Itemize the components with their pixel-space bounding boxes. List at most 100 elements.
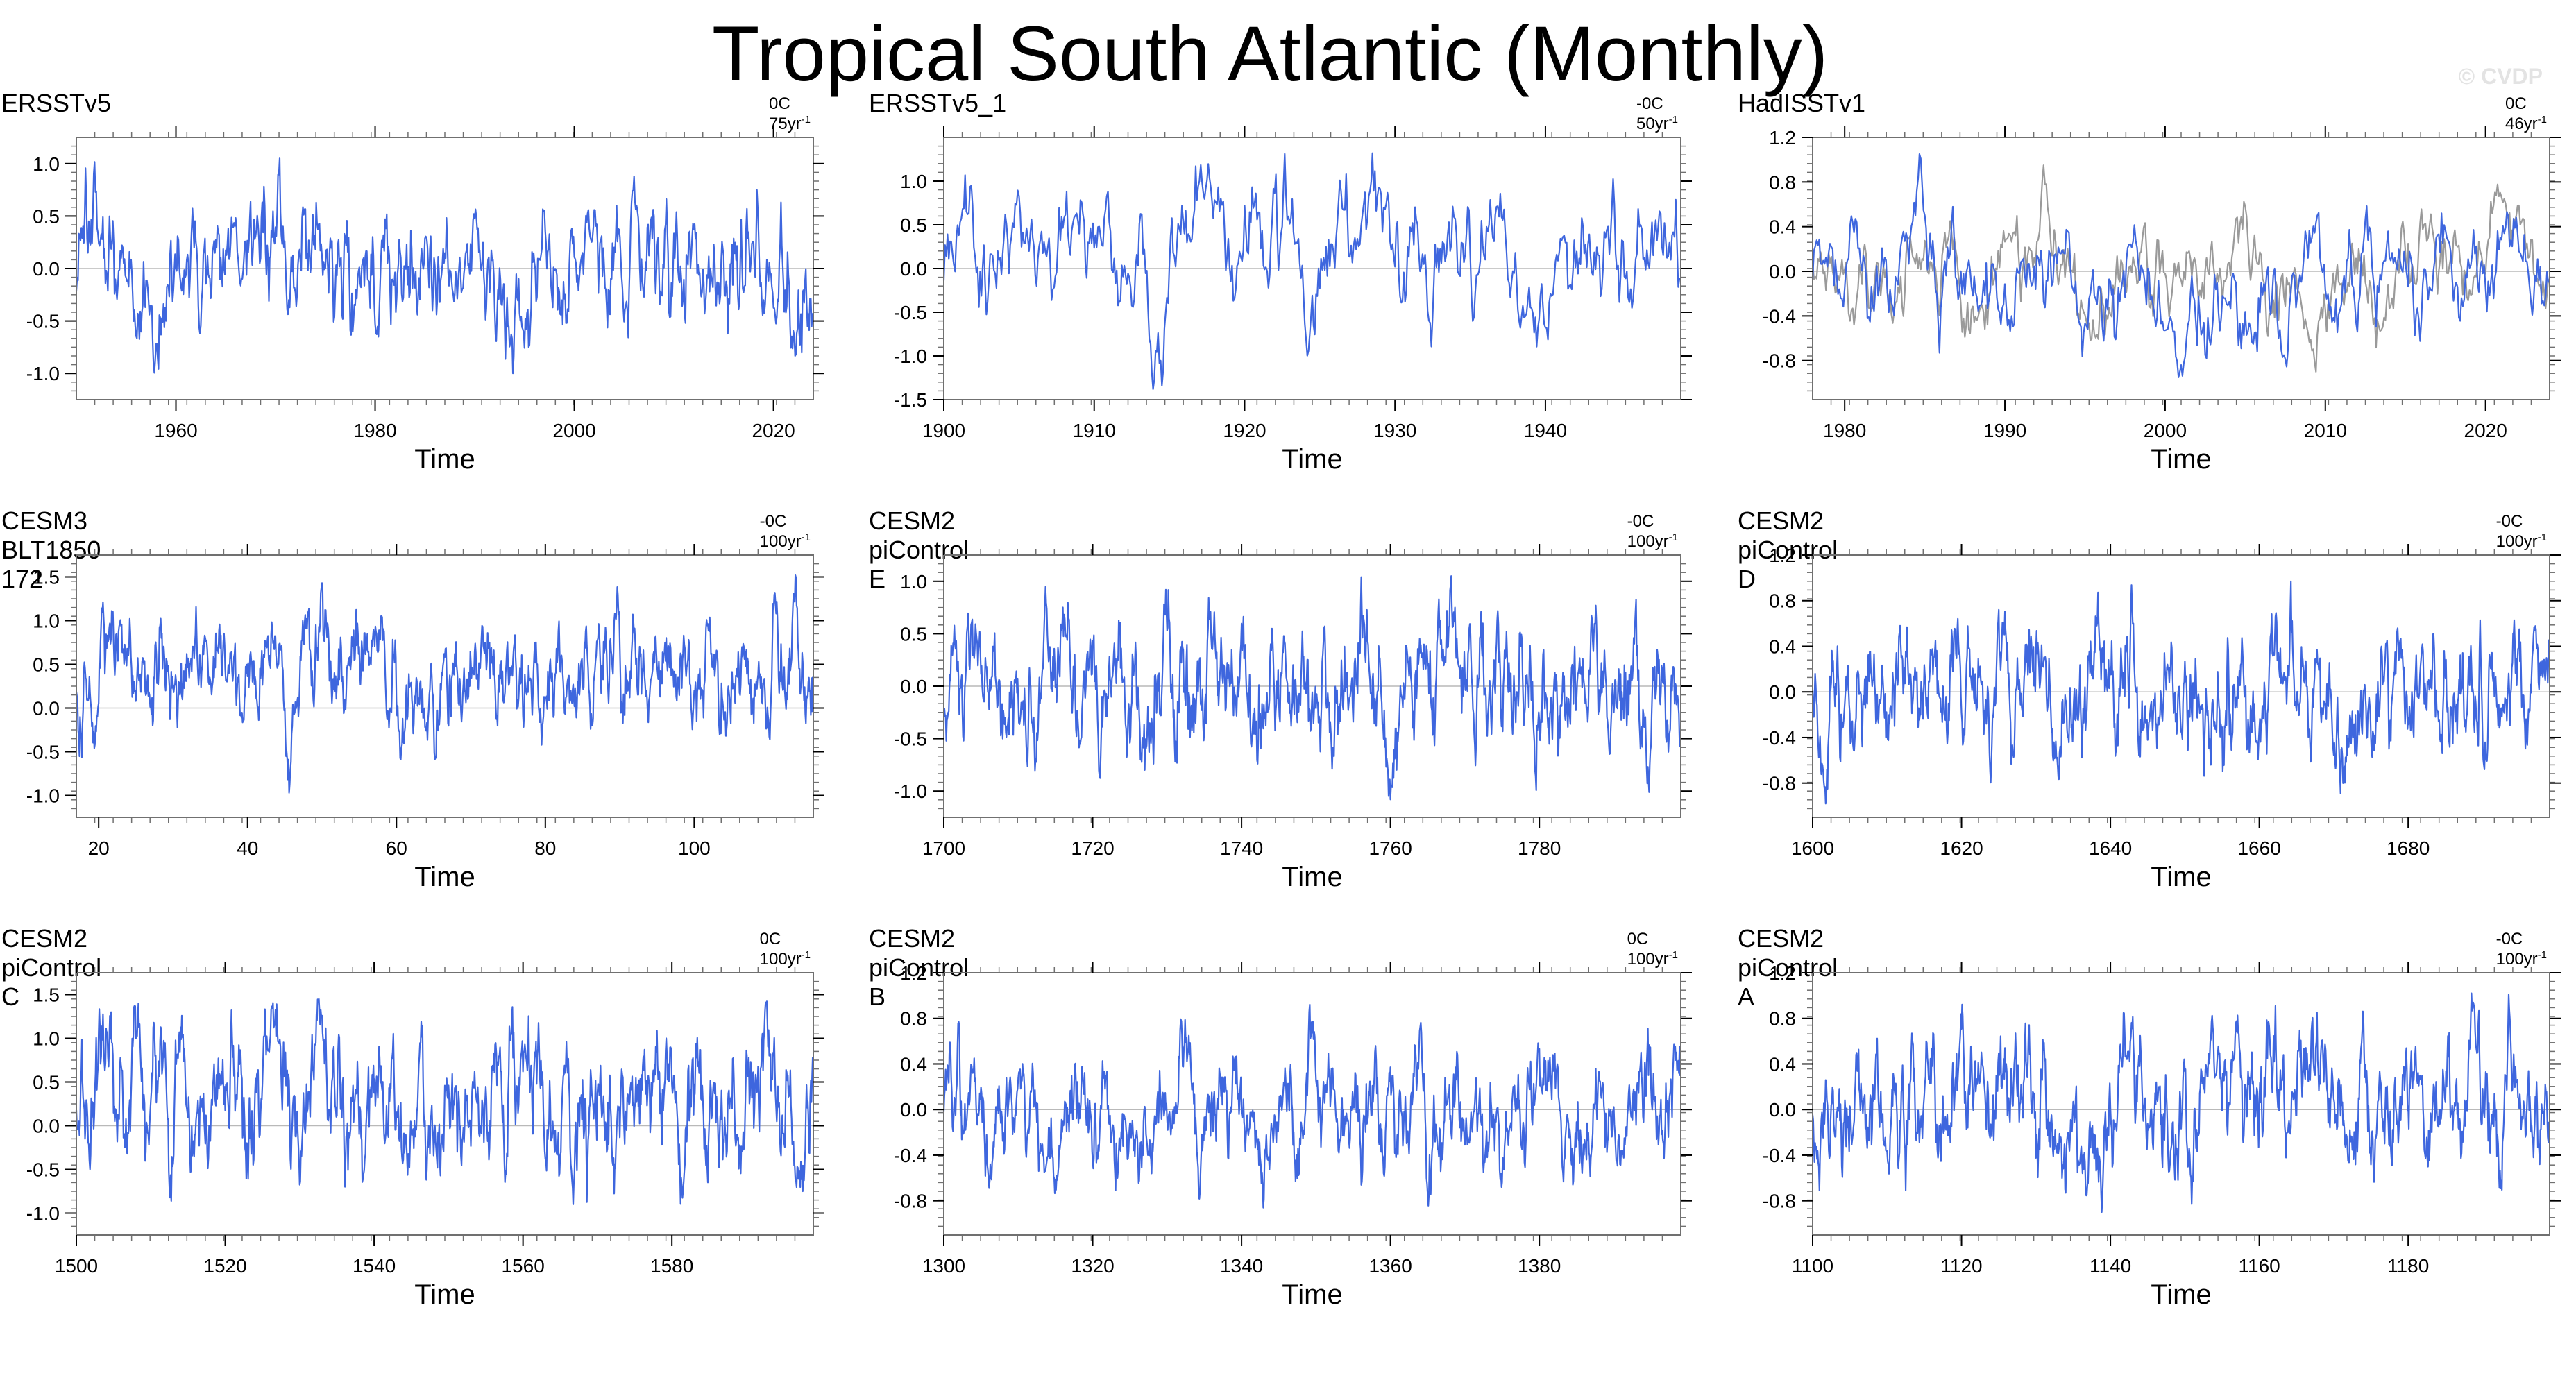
y-tick-label: 0.0 [1769,1099,1796,1120]
x-tick-label: 1760 [1368,837,1412,859]
plot-svg: 1600 1620 1640 1660 1680 -0.8 -0.4 0.0 0.4 0.8 1.2 [1763,544,2561,859]
x-axis-label: Time [414,1279,475,1310]
y-tick-label: 1.2 [900,962,927,984]
panel-trend: -0C 100yr-1 [1627,512,1679,551]
x-tick-label: 1620 [1940,837,1983,859]
y-tick-label: 1.5 [33,985,60,1006]
y-tick-label: 1.0 [33,153,60,175]
x-tick-label: 1360 [1368,1255,1412,1277]
y-tick-label: -0.4 [1763,1145,1796,1166]
x-tick-label: 1300 [922,1255,965,1277]
y-tick-label: -0.8 [1763,1191,1796,1212]
x-tick-label: 1920 [1223,420,1266,441]
series-line [1811,580,2550,805]
x-tick-label: 2020 [2464,420,2507,441]
y-tick-label: 0.0 [900,676,927,697]
y-tick-label: 0.5 [33,205,60,227]
x-axis-label: Time [1282,1279,1343,1310]
x-tick-label: 80 [534,837,556,859]
x-tick-label: 1560 [501,1255,544,1277]
x-tick-label: 1960 [154,420,197,441]
panel-title: ERSSTv5_1 [869,89,1007,117]
y-tick-label: -1.0 [894,346,927,367]
y-tick-label: 0.5 [900,623,927,645]
y-tick-label: -0.5 [26,311,60,332]
x-tick-label: 1600 [1791,837,1834,859]
y-tick-label: 0.5 [900,214,927,236]
x-tick-label: 1720 [1071,837,1114,859]
y-tick-label: 0.4 [1769,1053,1796,1075]
x-tick-label: 1740 [1220,837,1263,859]
x-tick-label: 100 [678,837,711,859]
x-tick-label: 1540 [353,1255,396,1277]
x-tick-label: 1160 [2239,1255,2280,1277]
x-tick-label: 1340 [1220,1255,1263,1277]
y-tick-label: 0.4 [1769,636,1796,657]
y-tick-label: -1.5 [894,389,927,411]
x-tick-label: 1900 [922,420,965,441]
x-tick-label: 1980 [1823,420,1866,441]
x-tick-label: 2020 [752,420,795,441]
x-tick-label: 1120 [1940,1255,1982,1277]
y-tick-label: 0.8 [1769,590,1796,612]
series-line [75,574,814,794]
y-tick-label: -0.8 [1763,773,1796,794]
plot-svg: 1300 1320 1340 1360 1380 -0.8 -0.4 0.0 0.4 0.8 1.2 [894,962,1692,1277]
y-tick-label: -0.8 [894,1191,927,1212]
x-tick-label: 2000 [2144,420,2187,441]
x-tick-label: 1910 [1073,420,1116,441]
y-tick-label: 1.0 [900,571,927,593]
x-tick-label: 1660 [2237,837,2280,859]
x-tick-label: 2000 [552,420,595,441]
y-tick-label: 0.0 [33,258,60,280]
y-tick-label: 0.0 [33,698,60,719]
x-tick-label: 1380 [1518,1255,1561,1277]
plot-svg: 20 40 60 80 100 -1.0 -0.5 0.0 0.5 1.0 1.5 [26,544,824,859]
y-tick-label: 0.8 [1769,1008,1796,1030]
x-tick-label: 1990 [1983,420,2026,441]
y-tick-label: 1.2 [1769,127,1796,148]
series-line [1811,992,2550,1213]
series-line [942,575,1681,801]
watermark: © CVDP [2458,64,2543,89]
x-tick-label: 1180 [2387,1255,2429,1277]
panel-title: HadISSTv1 [1738,89,1866,117]
y-tick-label: 0.4 [900,1053,927,1075]
plot-svg: 1900 1910 1920 1930 1940 -1.5 -1.0 -0.5 0.0 0.5 1.… [894,126,1692,441]
panel-title: CESM2 piControl D [1738,506,1838,593]
x-tick-label: 1930 [1373,420,1416,441]
x-axis-label: Time [1282,862,1343,892]
y-tick-label: 0.0 [33,1116,60,1137]
y-tick-label: -0.5 [26,1159,60,1181]
panel-trend: 0C 100yr-1 [759,930,811,969]
page-title: Tropical South Atlantic (Monthly) [711,10,1829,97]
y-tick-label: 1.5 [33,567,60,588]
y-tick-label: -0.5 [894,302,927,323]
y-tick-label: -1.0 [26,363,60,384]
panel-trend: 0C 46yr-1 [2505,94,2547,133]
y-tick-label: -0.8 [1763,350,1796,372]
x-tick-label: 60 [386,837,407,859]
panel-title: CESM3 BLT1850 172 [1,506,101,593]
x-tick-label: 1520 [203,1255,246,1277]
plot-svg: 1100 1120 1140 1160 1180 -0.8 -0.4 0.0 0.4 0.8 1.2 [1763,962,2561,1277]
x-tick-label: 1640 [2089,837,2132,859]
y-tick-label: 0.0 [1769,261,1796,282]
x-tick-label: 1100 [1792,1255,1833,1277]
series-line [942,152,1681,390]
y-tick-label: 0.8 [900,1008,927,1030]
panel-title: CESM2 piControl C [1,924,102,1011]
y-tick-label: -1.0 [26,785,60,807]
x-tick-label: 2010 [2304,420,2347,441]
panel-title: CESM2 piControl B [869,924,969,1011]
panel-title: CESM2 piControl E [869,506,969,593]
series-line [942,1003,1681,1209]
x-tick-label: 40 [237,837,258,859]
y-tick-label: 0.5 [33,654,60,676]
panel-trend: -0C 100yr-1 [759,512,811,551]
y-tick-label: -0.5 [26,742,60,763]
x-tick-label: 1500 [55,1255,98,1277]
x-tick-label: 1580 [650,1255,693,1277]
y-tick-label: -0.5 [894,728,927,750]
y-tick-label: -1.0 [26,1203,60,1225]
